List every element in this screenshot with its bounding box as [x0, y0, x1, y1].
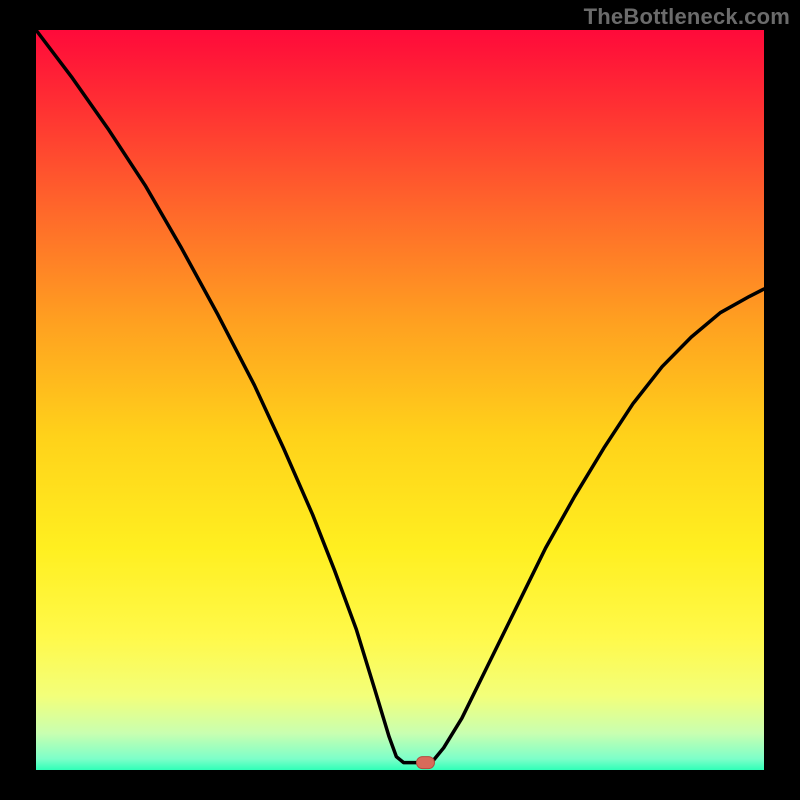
optimum-marker [416, 757, 434, 769]
plot-background [36, 30, 764, 770]
bottleneck-chart [0, 0, 800, 800]
watermark-text: TheBottleneck.com [584, 4, 790, 30]
